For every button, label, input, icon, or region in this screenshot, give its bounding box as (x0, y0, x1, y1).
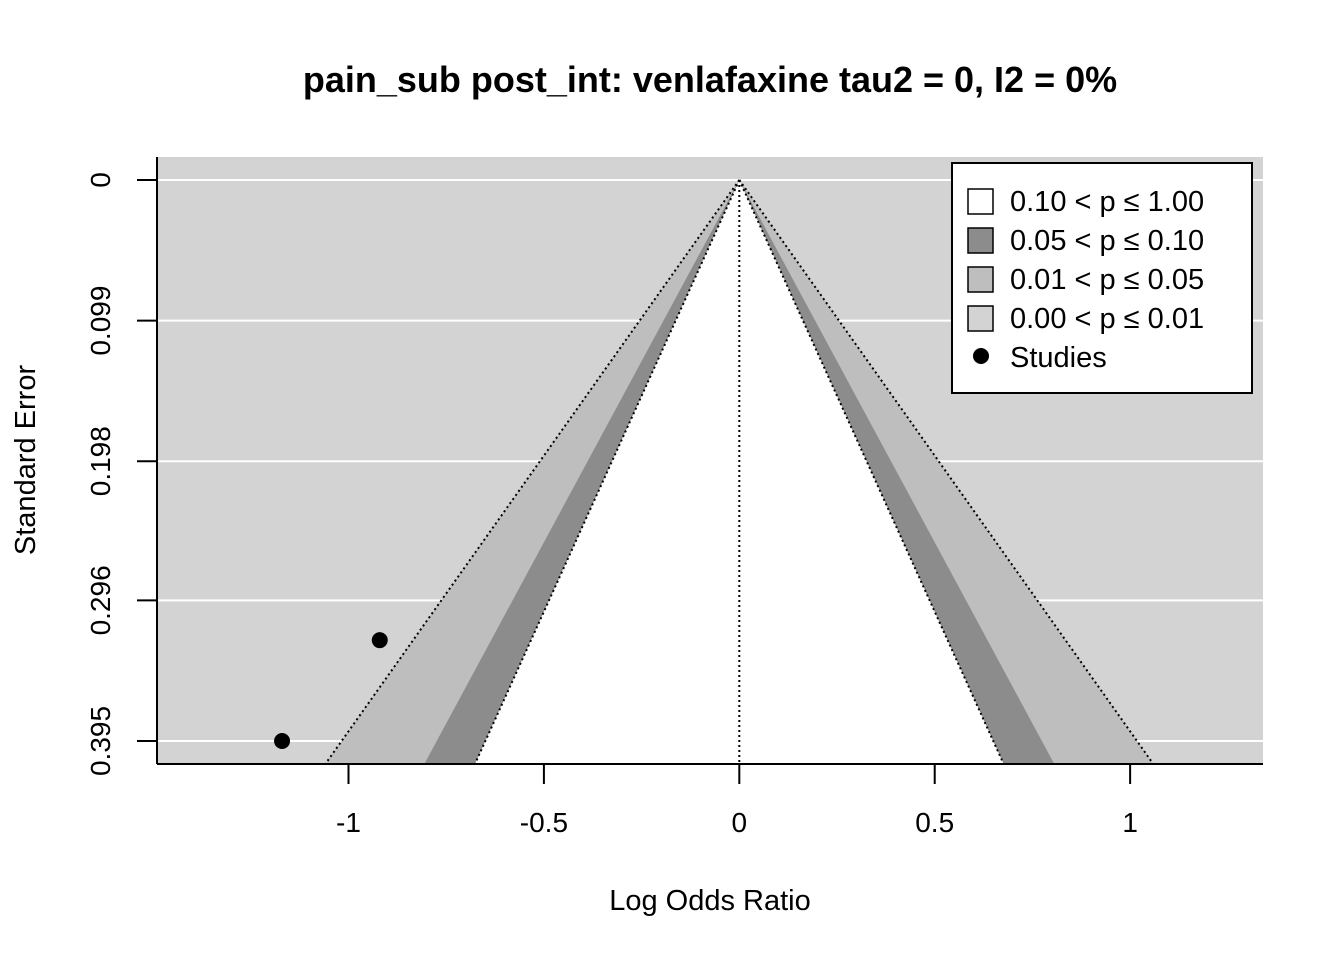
legend-label-studies: Studies (1010, 342, 1107, 374)
legend-point-marker (973, 348, 989, 364)
study-point (274, 733, 291, 749)
y-tick-label: 0.296 (85, 565, 116, 635)
contour-line (738, 179, 1154, 765)
contour-line (474, 179, 741, 765)
study-points (274, 632, 388, 749)
legend-label: 0.00 < p ≤ 0.01 (1010, 303, 1204, 335)
legend-swatch (967, 188, 994, 215)
y-axis-label: Standard Error (10, 365, 42, 556)
x-tick-label: -1 (336, 807, 361, 838)
x-axis-label: Log Odds Ratio (609, 885, 811, 917)
legend-swatch (967, 305, 994, 332)
study-point (371, 632, 388, 649)
y-tick-label: 0.395 (85, 706, 116, 776)
contour-boundary-lines (324, 179, 1154, 765)
x-tick-label: 1 (1122, 807, 1138, 838)
axes: 0 0.099 0.198 0.296 0.395 -1 -0.5 0 0.5 1 (85, 157, 1263, 838)
legend-label: 0.05 < p ≤ 0.10 (1010, 225, 1204, 257)
contour-line (738, 179, 1005, 765)
y-tick-label: 0.198 (85, 426, 116, 496)
legend-swatch (967, 266, 994, 293)
legend: 0.10 < p ≤ 1.00 0.05 < p ≤ 0.10 0.01 < p ≤… (951, 162, 1253, 394)
x-tick-label: 0 (732, 807, 748, 838)
y-tick-label: 0 (85, 172, 116, 188)
y-tick-label: 0.099 (85, 286, 116, 356)
contour-line (324, 179, 741, 765)
x-tick-label: -0.5 (520, 807, 568, 838)
legend-box (951, 162, 1253, 394)
legend-swatch (967, 227, 994, 254)
legend-label: 0.10 < p ≤ 1.00 (1010, 186, 1204, 218)
x-tick-label: 0.5 (915, 807, 954, 838)
chart-title: pain_sub post_int: venlafaxine tau2 = 0,… (303, 59, 1117, 100)
legend-label: 0.01 < p ≤ 0.05 (1010, 264, 1204, 296)
